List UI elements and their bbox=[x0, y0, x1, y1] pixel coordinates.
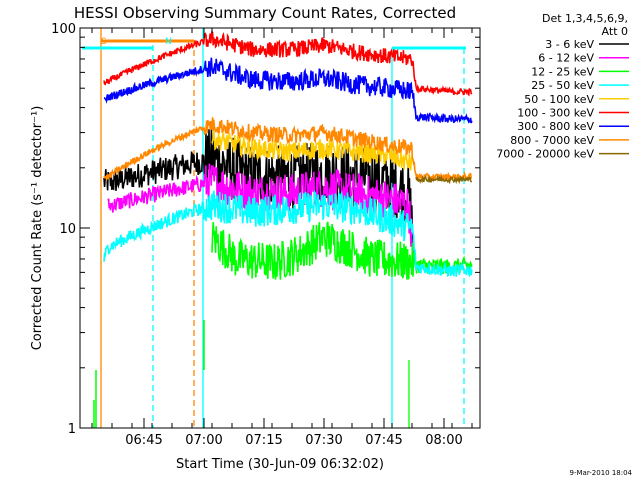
x-tick-label: 07:15 bbox=[245, 433, 282, 448]
x-tick-label: 08:00 bbox=[425, 433, 462, 448]
x-axis: 06:45 07:00 07:15 07:30 07:45 08:00 bbox=[91, 28, 473, 448]
legend-header: Det 1,3,4,5,6,9, bbox=[542, 12, 628, 25]
x-tick-label: 07:00 bbox=[185, 433, 222, 448]
legend-label: 100 - 300 keV bbox=[517, 107, 594, 120]
series-layer bbox=[103, 29, 473, 280]
date-stamp: 9-Mar-2010 18:04 bbox=[570, 469, 633, 477]
legend-label: 7000 - 20000 keV bbox=[496, 148, 594, 161]
y-tick-label: 10 bbox=[59, 222, 76, 237]
chart-title: HESSI Observing Summary Count Rates, Cor… bbox=[74, 4, 456, 22]
legend-label: 12 - 25 keV bbox=[531, 65, 594, 78]
x-tick-label: 06:45 bbox=[125, 433, 162, 448]
series-line bbox=[415, 174, 473, 185]
x-tick-label: 07:30 bbox=[305, 433, 342, 448]
legend-label: 25 - 50 keV bbox=[531, 79, 594, 92]
series-line bbox=[103, 57, 473, 124]
x-axis-label: Start Time (30-Jun-09 06:32:02) bbox=[176, 457, 384, 472]
legend-label: 300 - 800 keV bbox=[517, 120, 594, 133]
y-axis-label: Corrected Count Rate (s⁻¹ detector⁻¹) bbox=[30, 106, 45, 351]
legend-label: 6 - 12 keV bbox=[538, 52, 594, 65]
y-tick-label: 100 bbox=[51, 22, 76, 37]
legend-subheader: Att 0 bbox=[602, 25, 628, 38]
y-axis: 1 10 100 bbox=[51, 22, 480, 437]
flag-annotation: S bbox=[101, 37, 107, 47]
x-tick-label: 07:45 bbox=[365, 433, 402, 448]
series-line bbox=[103, 117, 472, 182]
legend-label: 3 - 6 keV bbox=[545, 38, 594, 51]
legend-label: 800 - 7000 keV bbox=[510, 134, 594, 147]
series-line bbox=[103, 29, 473, 97]
y-tick-label: 1 bbox=[68, 422, 76, 437]
legend-label: 50 - 100 keV bbox=[524, 93, 594, 106]
series-line bbox=[107, 163, 415, 261]
flag-annotation: N bbox=[165, 37, 172, 47]
series-line bbox=[103, 189, 473, 278]
instrument-flags bbox=[82, 28, 466, 428]
